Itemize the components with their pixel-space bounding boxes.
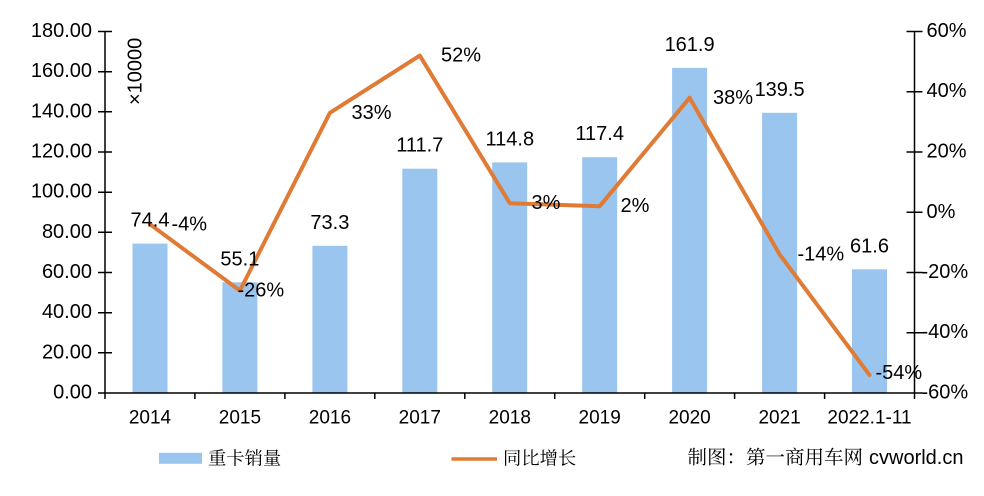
svg-text:55.1: 55.1: [220, 248, 259, 270]
svg-text:2019: 2019: [579, 408, 621, 429]
svg-text:-14%: -14%: [798, 243, 845, 265]
svg-text:33%: 33%: [352, 102, 392, 124]
svg-text:40.00: 40.00: [42, 301, 92, 323]
svg-text:-20%: -20%: [922, 261, 969, 283]
svg-text:-26%: -26%: [238, 280, 285, 302]
svg-text:60.00: 60.00: [42, 261, 92, 283]
svg-text:40%: 40%: [927, 80, 967, 102]
svg-text:2015: 2015: [219, 408, 261, 429]
svg-text:2014: 2014: [129, 408, 172, 429]
svg-text:61.6: 61.6: [850, 235, 889, 257]
svg-text:2020: 2020: [668, 408, 710, 429]
svg-text:cvworld.cn: cvworld.cn: [869, 447, 963, 469]
svg-text:-40%: -40%: [922, 321, 969, 343]
svg-text:60%: 60%: [927, 20, 967, 42]
svg-text:3%: 3%: [532, 192, 561, 214]
svg-text:×10000: ×10000: [125, 38, 147, 105]
svg-text:73.3: 73.3: [310, 212, 349, 234]
svg-text:0%: 0%: [927, 201, 956, 223]
svg-text:139.5: 139.5: [755, 79, 805, 101]
svg-text:52%: 52%: [441, 45, 481, 67]
svg-text:2017: 2017: [399, 408, 441, 429]
svg-text:20%: 20%: [927, 141, 967, 163]
svg-text:-54%: -54%: [876, 362, 923, 384]
svg-text:0.00: 0.00: [53, 382, 92, 404]
svg-text:2022.1-11: 2022.1-11: [827, 408, 911, 429]
svg-text:160.00: 160.00: [31, 60, 92, 82]
svg-text:74.4: 74.4: [131, 210, 170, 232]
svg-text:120.00: 120.00: [31, 141, 92, 163]
svg-text:100.00: 100.00: [31, 181, 92, 203]
svg-text:111.7: 111.7: [396, 135, 443, 157]
svg-text:117.4: 117.4: [575, 123, 624, 145]
svg-text:161.9: 161.9: [665, 34, 715, 56]
svg-text:38%: 38%: [713, 87, 753, 109]
svg-text:-60%: -60%: [922, 382, 969, 404]
svg-text:20.00: 20.00: [42, 341, 92, 363]
svg-text:2016: 2016: [309, 408, 351, 429]
svg-text:-4%: -4%: [172, 213, 208, 235]
svg-text:140.00: 140.00: [31, 100, 92, 122]
svg-text:2018: 2018: [489, 408, 531, 429]
svg-text:114.8: 114.8: [486, 128, 535, 150]
svg-text:2%: 2%: [621, 195, 650, 217]
svg-text:180.00: 180.00: [31, 20, 92, 42]
svg-text:2021: 2021: [758, 408, 800, 429]
svg-text:80.00: 80.00: [42, 221, 92, 243]
